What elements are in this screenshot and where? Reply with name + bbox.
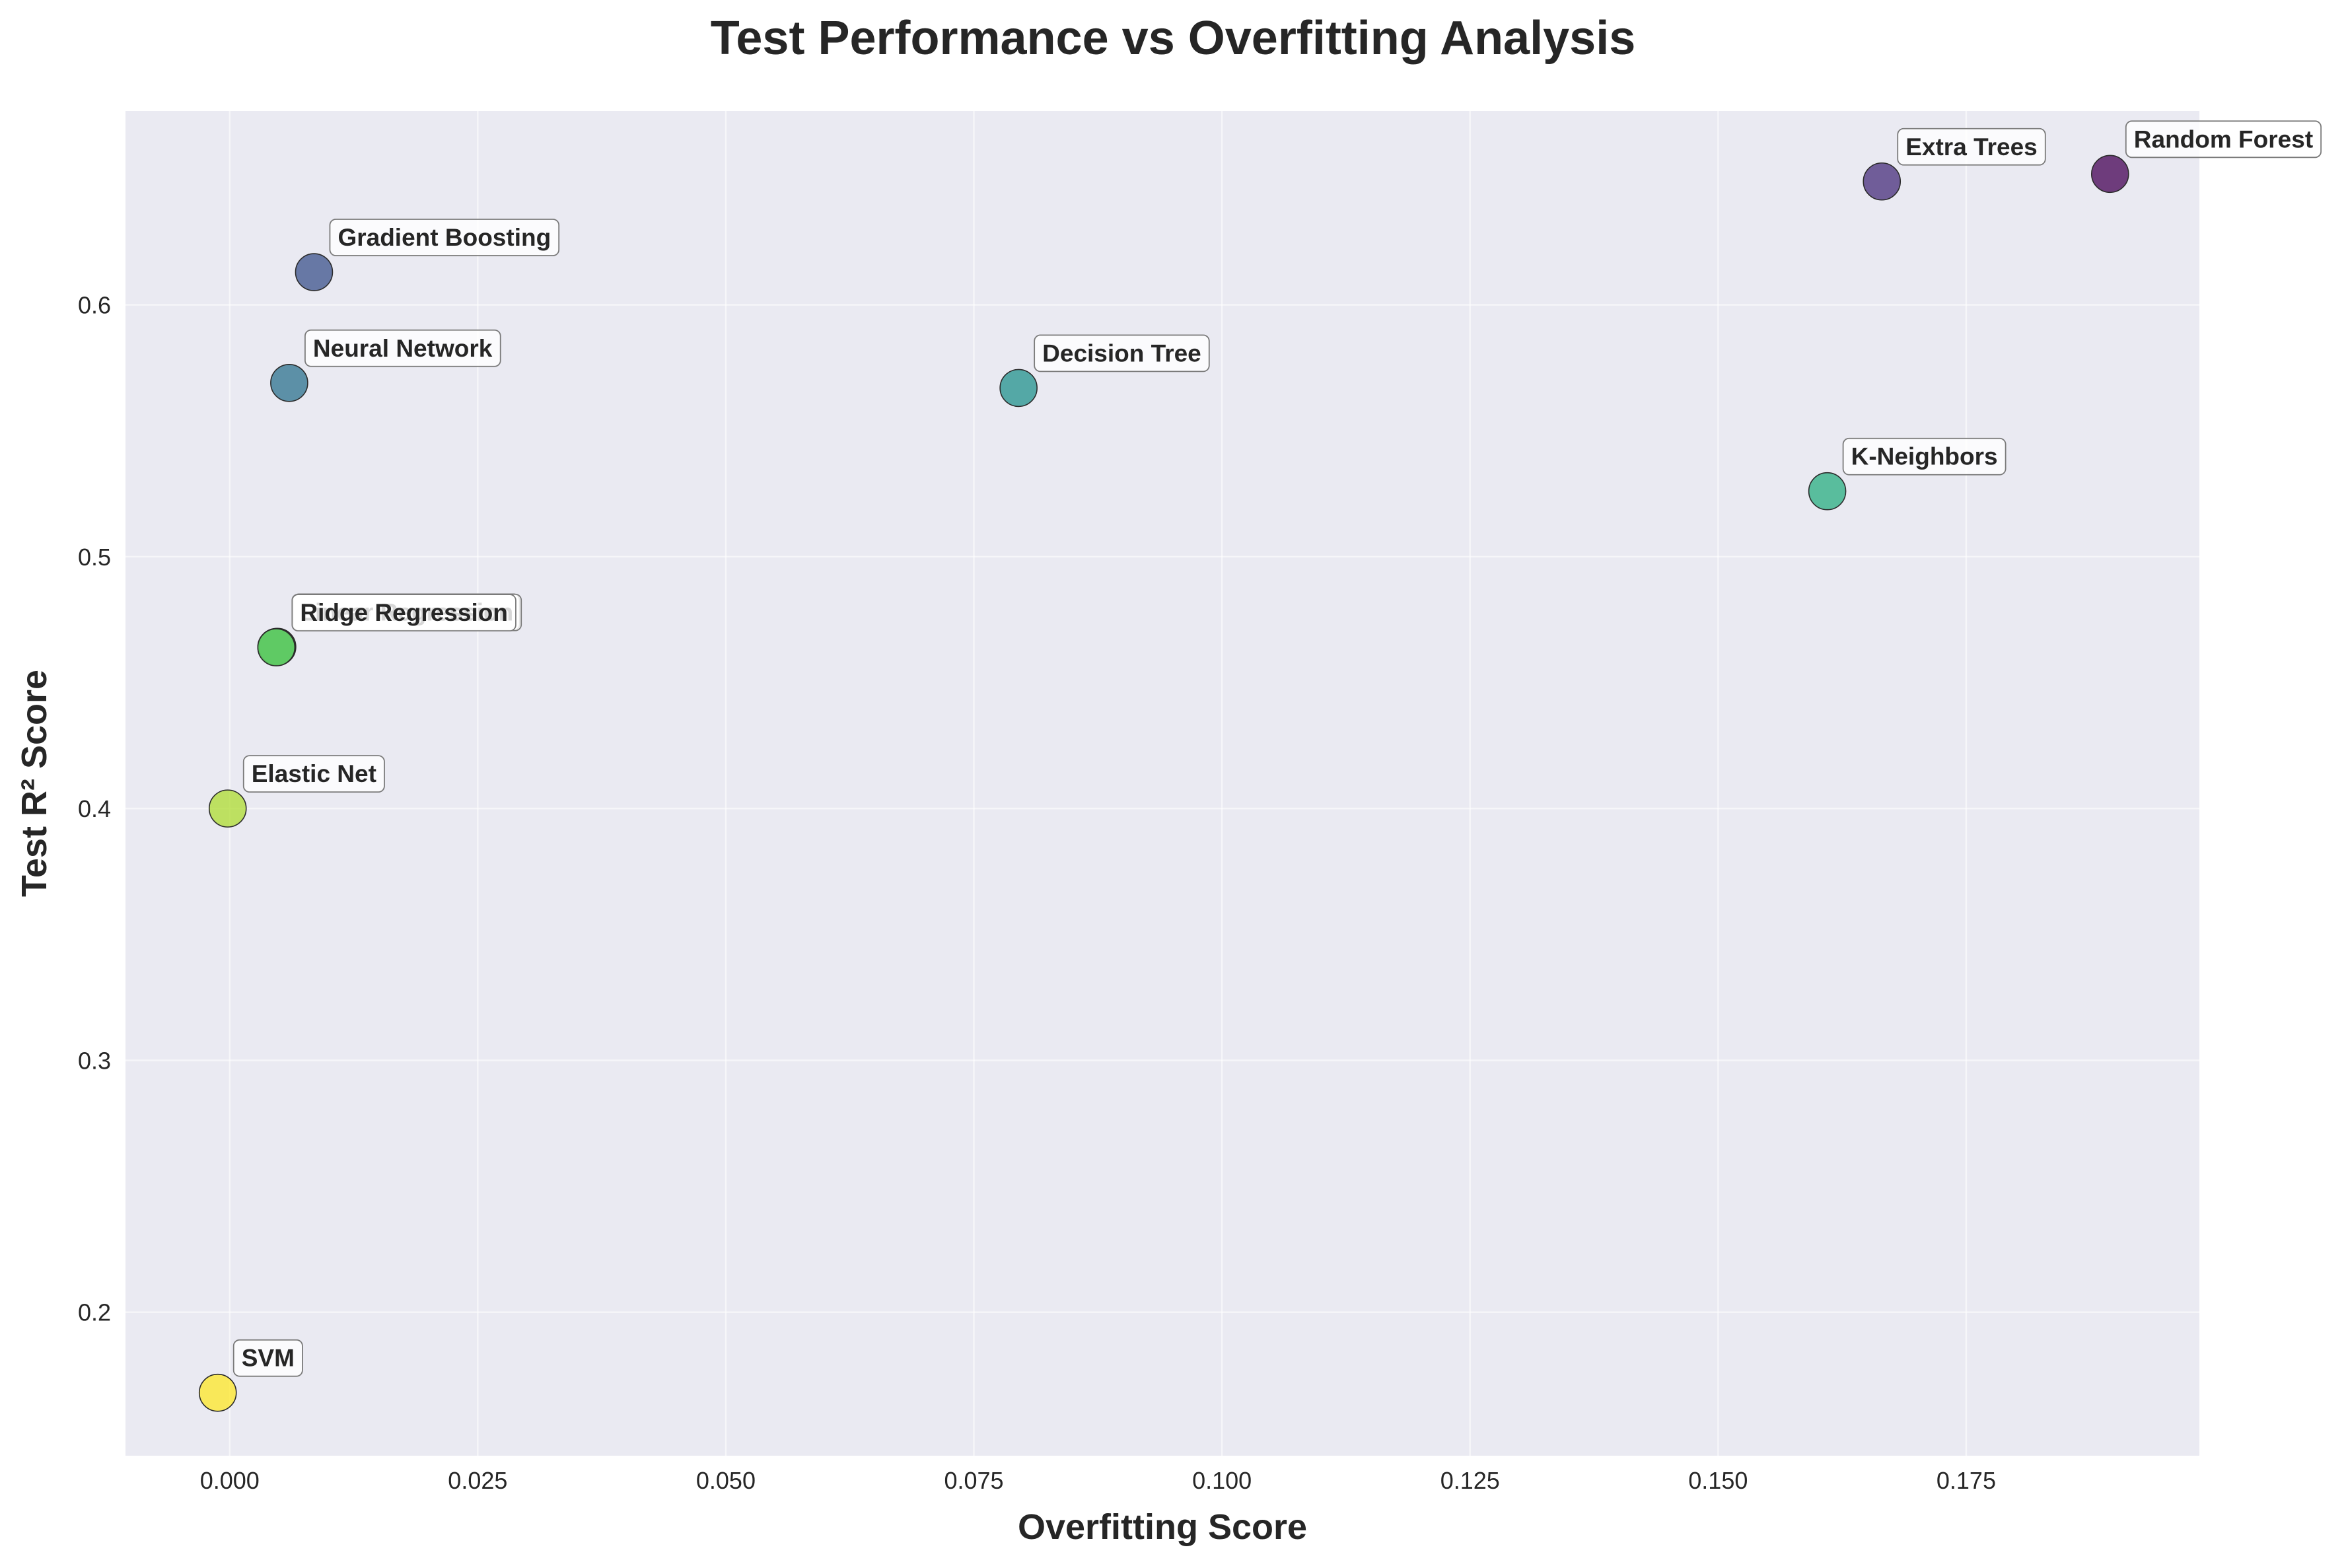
point-annotation: Neural Network: [304, 329, 501, 367]
point-label-box: [291, 594, 516, 632]
point-label-box: [2125, 120, 2322, 159]
point-annotation: Extra Trees: [1897, 127, 2046, 166]
point-label-box: [329, 219, 560, 256]
point-label: Elastic Net: [252, 760, 376, 787]
point-annotation: Elastic Net: [242, 755, 385, 793]
x-tick-label: 0.175: [1937, 1467, 1996, 1494]
data-point: [2090, 155, 2129, 194]
point-annotation: Random Forest: [2125, 120, 2322, 159]
point-label-box: [1842, 437, 2007, 476]
data-point: [270, 363, 308, 402]
point-label-box: [1034, 334, 1210, 373]
plot-area: [125, 111, 2199, 1456]
data-point: [999, 369, 1038, 408]
data-point: [295, 253, 334, 291]
point-annotation: Ridge Regression: [291, 594, 516, 632]
point-label: SVM: [242, 1345, 295, 1372]
point-label: Gradient Boosting: [338, 224, 551, 251]
point-label: Neural Network: [313, 335, 493, 362]
y-tick-label: 0.2: [78, 1299, 111, 1326]
data-point: [1863, 162, 1902, 201]
point-label: Extra Trees: [1905, 133, 2038, 160]
point-annotation: SVM: [232, 1339, 303, 1377]
x-axis-label: Overfitting Score: [1018, 1507, 1307, 1547]
x-tick-label: 0.050: [696, 1467, 756, 1494]
point-label: Decision Tree: [1042, 339, 1201, 367]
x-tick-label: 0.000: [200, 1467, 260, 1494]
y-axis-label: Test R² Score: [15, 670, 54, 897]
y-tick-label: 0.5: [78, 544, 111, 571]
point-annotation: K-Neighbors: [1842, 437, 2007, 476]
x-tick-label: 0.150: [1688, 1467, 1748, 1494]
x-tick-label: 0.075: [944, 1467, 1003, 1494]
point-label: K-Neighbors: [1851, 443, 1998, 470]
x-tick-label: 0.100: [1192, 1467, 1252, 1494]
point-label-box: [232, 1339, 303, 1377]
chart-title: Test Performance vs Overfitting Analysis: [711, 12, 1635, 65]
x-tick-label: 0.125: [1440, 1467, 1500, 1494]
x-tick-label: 0.025: [448, 1467, 507, 1494]
point-annotation: Decision Tree: [1034, 334, 1210, 373]
y-tick-label: 0.6: [78, 292, 111, 319]
data-point: [208, 789, 247, 828]
point-label-box: [304, 329, 501, 367]
data-point: [1808, 472, 1847, 511]
point-label-box: [242, 755, 385, 793]
point-label-box: [1897, 127, 2046, 166]
y-tick-label: 0.4: [78, 795, 111, 822]
data-point: [198, 1373, 237, 1412]
point-label: Random Forest: [2134, 125, 2313, 153]
gridlines: [125, 111, 2199, 1456]
data-point: [257, 628, 296, 666]
point-labels: Random Forest Extra Trees Gradient Boostin…: [232, 120, 2322, 1377]
point-label: Ridge Regression: [300, 599, 508, 626]
point-annotation: Gradient Boosting: [329, 219, 560, 256]
data-points: [198, 155, 2129, 1412]
y-tick-label: 0.3: [78, 1047, 111, 1074]
tick-labels: 0.000 0.025 0.050 0.075 0.100 0.125 0.150 0.175…: [78, 292, 1996, 1494]
